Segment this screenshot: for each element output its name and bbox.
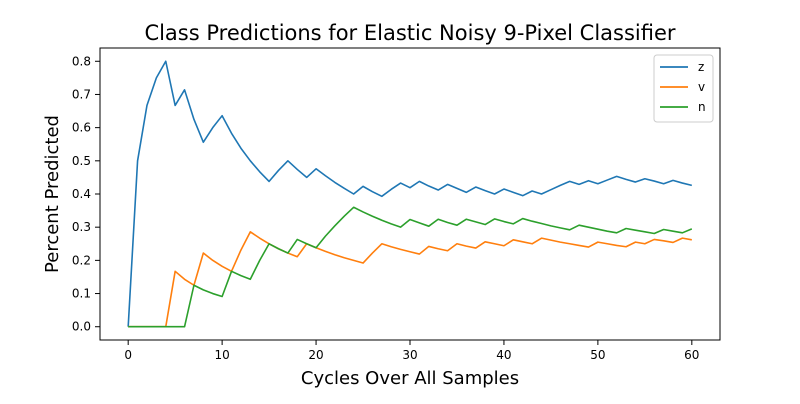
y-tick-label: 0.0 (72, 320, 91, 334)
x-axis: 0 10 20 30 40 50 60 (124, 340, 699, 362)
y-tick-label: 0.4 (72, 187, 91, 201)
x-tick-label: 50 (590, 348, 605, 362)
y-tick-label: 0.5 (72, 154, 91, 168)
y-tick-label: 0.7 (72, 87, 91, 101)
x-tick-label: 0 (124, 348, 132, 362)
series-lines (127, 60, 693, 328)
series-line-v (128, 231, 692, 328)
x-tick-label: 20 (308, 348, 323, 362)
x-tick-label: 60 (684, 348, 699, 362)
chart-legend: zvn (653, 54, 714, 123)
legend-label-v: v (698, 80, 705, 94)
y-tick-label: 0.3 (72, 220, 91, 234)
legend-box (653, 54, 714, 123)
y-tick-label: 0.8 (72, 54, 91, 68)
chart-title: Class Predictions for Elastic Noisy 9-Pi… (144, 21, 675, 45)
series-line-z (127, 60, 693, 327)
legend-label-n: n (698, 100, 706, 114)
legend-label-z: z (698, 60, 704, 74)
y-tick-label: 0.1 (72, 287, 91, 301)
x-tick-label: 40 (496, 348, 511, 362)
x-tick-label: 30 (402, 348, 417, 362)
y-tick-label: 0.2 (72, 253, 91, 267)
x-axis-label: Cycles Over All Samples (301, 368, 519, 389)
x-tick-label: 10 (214, 348, 229, 362)
y-axis-label: Percent Predicted (42, 115, 63, 273)
plot-frame (99, 47, 721, 341)
y-tick-label: 0.6 (72, 121, 91, 135)
y-axis: 0.0 0.1 0.2 0.3 0.4 0.5 0.6 0.7 0.8 (72, 54, 100, 334)
series-line-n (128, 206, 693, 328)
